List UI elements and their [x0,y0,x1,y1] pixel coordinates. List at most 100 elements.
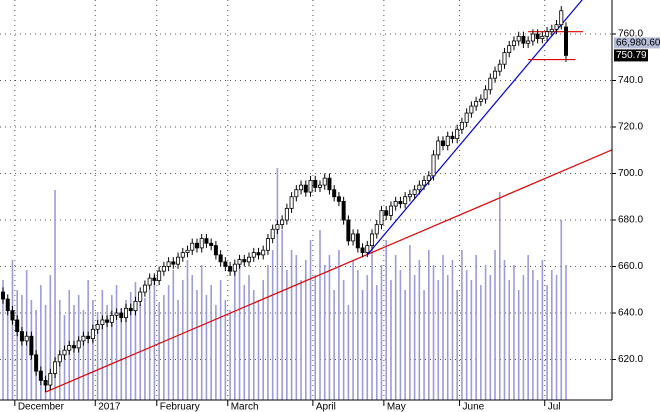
volume-bar [252,290,255,400]
y-tick-label: 720.0 [618,122,643,133]
volume-bar [546,285,548,400]
volume-bar [418,260,421,400]
candle-body [171,261,176,265]
candle-body [511,40,516,47]
candle-body [76,340,81,349]
candle-body [332,189,337,198]
volume-bar [555,275,558,400]
volume-bar [333,290,335,400]
candle-body [521,35,526,44]
candle-body [436,140,441,156]
volume-bar [172,270,175,400]
y-tick-label: 700.0 [618,168,643,179]
candle-body [5,298,10,312]
candle-body [38,370,43,381]
candle-body [180,252,185,258]
candle-body [19,331,24,342]
candle-body [34,354,39,372]
candle-body [161,266,166,272]
volume-bar [300,280,302,400]
volume-bar [309,240,312,400]
volume-bar [517,290,520,400]
volume-bar [96,312,99,400]
volume-bar [238,260,241,400]
volume-bar [470,280,473,400]
candle-body [24,335,29,342]
candle-body [194,242,199,249]
volume-bar [234,270,236,400]
candle-body [393,200,398,207]
volume-bar [380,265,383,400]
candle-body [493,70,498,79]
trendline [45,149,612,393]
candle-body [204,238,209,244]
candle-body [228,266,233,272]
volume-bar [347,305,350,400]
candle-body [403,196,408,205]
volume-bar [139,305,142,400]
y-tick-label: 680.0 [618,215,643,226]
close-tag-bg [614,49,648,62]
volume-bar [11,260,14,400]
candle-body [516,35,521,42]
volume-bar [432,265,435,400]
candle-body [100,319,105,326]
candle-body [299,184,304,191]
candle-body [43,380,48,386]
candle-body [152,277,157,281]
x-tick-label: March [231,402,259,412]
candle-body [355,233,360,249]
volume-bar [248,275,250,400]
volume-bar [323,265,326,400]
volume-bar [229,310,231,400]
candle-body [313,180,318,188]
volume-bar [409,245,411,400]
candle-body [507,45,512,53]
volume-bar [276,168,279,400]
volume-bar [2,280,4,400]
volume-bar [536,280,539,400]
volume-bar [215,305,217,400]
volume-bar [437,280,440,400]
volume-bar [314,275,317,400]
candle-body [147,277,152,286]
volume-bar [565,265,567,400]
candle-body [57,354,62,363]
volume-bar [153,275,156,400]
candle-body [370,233,375,246]
close-tag: 750.79 [616,50,647,61]
volume-bar [385,240,388,400]
volume-bar [390,280,392,400]
volume-bar [163,295,165,400]
volume-bar [219,280,222,400]
x-tick-label: Jul [548,402,561,412]
candle-body [218,254,223,263]
candle-body [407,194,412,198]
candle-body [549,28,554,33]
candle-body [455,128,460,140]
volume-bar [551,270,553,400]
candle-body [10,310,15,321]
candle-body [247,256,252,263]
candle-body [351,233,356,242]
candle-body [422,180,427,186]
candle-body [478,98,483,102]
volume-bar [177,300,179,400]
candle-body [261,249,266,256]
candle-body [384,210,389,216]
volume-bar [413,275,416,400]
volume-bar [371,250,373,400]
candle-body [62,349,67,356]
candle-body [109,314,114,323]
volume-bar [352,260,354,400]
volume-bar [357,270,359,400]
volume-bar [427,250,430,400]
volume-bar [489,275,492,400]
candle-body [450,135,455,140]
volume-bar [461,250,463,400]
candle-body [497,63,502,72]
volume-bar [503,260,506,400]
y-tick-label: 660.0 [618,261,643,272]
candle-body [564,26,569,56]
volume-bar [210,285,212,400]
